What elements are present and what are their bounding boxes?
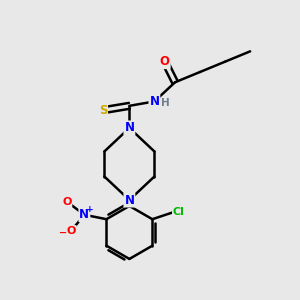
Text: O: O <box>62 196 71 206</box>
Text: O: O <box>160 55 170 68</box>
Text: −: − <box>59 227 67 237</box>
Text: +: + <box>86 205 94 214</box>
Text: H: H <box>161 98 170 108</box>
Text: N: N <box>80 208 89 221</box>
Text: S: S <box>99 104 107 117</box>
Text: N: N <box>149 95 159 108</box>
Text: Cl: Cl <box>173 207 185 217</box>
Text: N: N <box>124 122 134 134</box>
Text: N: N <box>124 194 134 207</box>
Text: O: O <box>66 226 76 236</box>
